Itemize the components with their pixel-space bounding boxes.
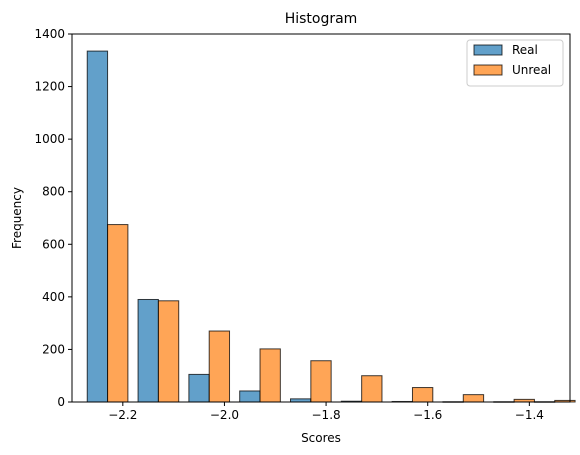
y-tick-label: 1400 <box>34 27 65 41</box>
y-tick-label: 600 <box>42 237 65 251</box>
y-tick-label: 1200 <box>34 80 65 94</box>
bar-unreal-5 <box>361 375 383 403</box>
y-tick-label: 0 <box>57 395 65 409</box>
bar-unreal-7 <box>462 394 485 403</box>
x-tick-label: −2.0 <box>210 408 239 422</box>
legend-swatch-unreal <box>473 64 503 76</box>
x-tick-label: −1.4 <box>515 408 544 422</box>
bar-real-3 <box>239 390 261 403</box>
x-tick-label: −1.6 <box>413 408 442 422</box>
bar-unreal-3 <box>259 348 281 403</box>
bar-unreal-0 <box>107 224 129 403</box>
bar-unreal-2 <box>208 330 231 403</box>
x-tick-label: −2.2 <box>108 408 137 422</box>
plot-frame <box>71 33 571 403</box>
x-tick-label: −1.8 <box>312 408 341 422</box>
legend-swatch-real <box>473 44 503 56</box>
x-axis: −2.2 −2.0 −1.8 −1.6 −1.4 <box>108 402 544 422</box>
legend-label-real: Real <box>512 43 538 57</box>
y-tick-label: 400 <box>42 290 65 304</box>
legend-label-unreal: Unreal <box>512 63 551 77</box>
bar-real-0 <box>86 50 109 403</box>
chart-title: Histogram <box>285 11 358 27</box>
y-axis: 0 200 400 600 800 1000 1200 1400 <box>34 27 72 409</box>
y-tick-label: 200 <box>42 342 65 356</box>
y-tick-label: 800 <box>42 185 65 199</box>
bars-group <box>86 50 576 403</box>
legend: Real Unreal <box>466 39 564 87</box>
bar-unreal-6 <box>411 387 434 403</box>
bar-unreal-4 <box>310 360 332 403</box>
bar-real-2 <box>188 373 210 403</box>
y-axis-title: Frequency <box>10 187 24 249</box>
y-tick-label: 1000 <box>34 132 65 146</box>
bar-unreal-1 <box>157 300 180 403</box>
x-axis-title: Scores <box>301 431 341 445</box>
bar-real-1 <box>137 298 159 403</box>
